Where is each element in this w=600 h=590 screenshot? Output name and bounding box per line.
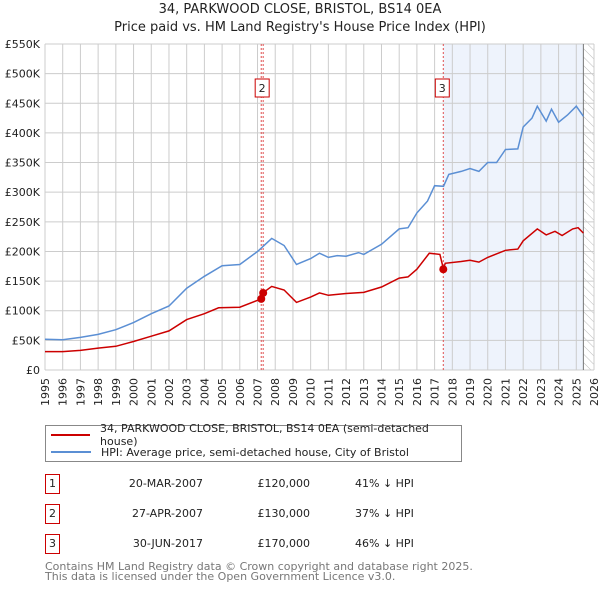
x-tick-label: 2005 [216,378,229,406]
hpi-diff: 37% ↓ HPI [355,507,414,520]
x-tick-label: 2019 [464,378,477,406]
marker-label: 3 [439,82,446,95]
sale-date: 20-MAR-2007 [128,477,203,490]
x-tick-label: 2025 [570,378,583,406]
sale-price: £170,000 [257,537,311,550]
x-tick-label: 2011 [322,378,335,406]
x-tick-label: 2010 [305,378,318,406]
transaction-point [259,288,268,297]
x-tick-label: 2017 [429,378,442,406]
x-tick-label: 2021 [499,378,512,406]
x-tick-label: 2002 [163,378,176,406]
x-tick-label: 2020 [482,378,495,406]
x-tick-label: 2013 [358,378,371,406]
legend-swatch-red [51,434,91,436]
price-chart: 1995 1996 1997 1998 1999 2000 2001 2002 2003 2004… [5,38,600,406]
transaction-point [439,265,448,274]
y-tick-label: £150K [5,275,41,288]
x-tick-label: 2004 [198,378,211,406]
x-tick-label: 2026 [588,378,600,406]
x-tick-label: 2015 [393,378,406,406]
marker-badge: 1 [45,474,60,494]
chart-title: 34, PARKWOOD CLOSE, BRISTOL, BS14 0EA [158,2,442,17]
x-tick-label: 2009 [287,378,300,406]
hpi-diff: 46% ↓ HPI [355,537,414,550]
x-tick-label: 2024 [553,378,566,406]
sale-date: 27-APR-2007 [131,507,203,520]
hpi-line [44,104,585,341]
x-tick-label: 2001 [145,378,158,406]
y-tick-label: £0 [26,364,40,377]
x-tick-label: 2007 [252,378,265,406]
x-tick-label: 2016 [411,378,424,406]
y-tick-label: £200K [5,245,41,258]
x-tick-label: 2008 [269,378,282,406]
hpi-diff: 41% ↓ HPI [355,477,414,490]
chart-subtitle: Price paid vs. HM Land Registry's House … [114,20,486,35]
x-tick-label: 2023 [535,378,548,406]
x-tick-label: 1997 [74,378,87,406]
legend-label: 34, PARKWOOD CLOSE, BRISTOL, BS14 0EA (s… [100,422,429,448]
x-tick-label: 1996 [57,378,70,406]
legend-item-hpi: HPI: Average price, semi-detached house,… [46,444,409,460]
x-tick-label: 2012 [340,378,353,406]
x-tick-label: 1999 [110,378,123,406]
legend-label: HPI: Average price, semi-detached house,… [101,445,409,459]
x-tick-label: 2014 [375,378,388,406]
legend-item-property: 34, PARKWOOD CLOSE, BRISTOL, BS14 0EA (s… [46,422,461,448]
x-tick-label: 2018 [446,378,459,406]
y-tick-label: £550K [5,38,41,51]
sale-price: £130,000 [257,507,311,520]
marker-badge: 3 [45,534,60,554]
x-tick-label: 1998 [92,378,105,406]
shaded-region [443,44,584,370]
marker-label: 2 [259,82,266,95]
y-tick-label: £250K [5,216,41,229]
footer-licence: This data is licensed under the Open Gov… [45,570,396,583]
x-tick-label: 2000 [128,378,141,406]
y-tick-label: £500K [5,68,41,81]
y-tick-label: £100K [5,305,41,318]
y-tick-label: £400K [5,127,41,140]
y-tick-label: £450K [5,97,41,110]
marker-box [254,78,270,98]
property-price-line [45,226,584,353]
y-tick-label: £300K [5,186,41,199]
marker-badge: 2 [45,504,60,524]
x-tick-label: 2003 [181,378,194,406]
sale-price: £120,000 [257,477,311,490]
sale-date: 30-JUN-2017 [132,537,203,550]
x-tick-label: 1995 [39,378,52,406]
y-tick-label: £50K [12,334,41,347]
marker-box [434,78,450,98]
hatched-region [583,44,594,370]
x-tick-label: 2022 [517,378,530,406]
legend-swatch-blue [51,451,91,453]
legend: 34, PARKWOOD CLOSE, BRISTOL, BS14 0EA (s… [45,422,462,462]
x-tick-label: 2006 [234,378,247,406]
y-tick-label: £350K [5,157,41,170]
footer-copyright: Contains HM Land Registry data © Crown c… [45,560,473,573]
